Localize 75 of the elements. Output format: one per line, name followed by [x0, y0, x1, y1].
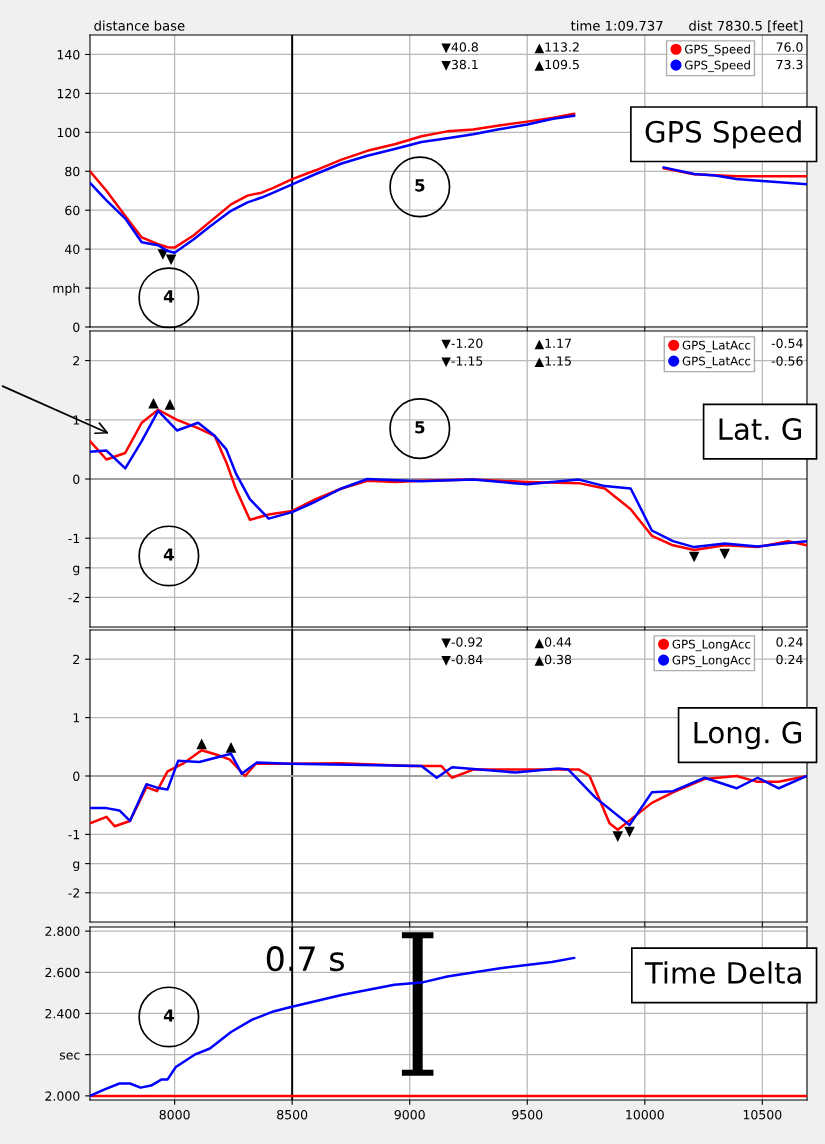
- y-tick-label: g: [73, 861, 80, 871]
- annotation: -0.56: [771, 356, 803, 366]
- legend-label: GPS_LatAcc: [682, 356, 751, 369]
- y-tick-label: mph: [53, 283, 80, 296]
- y-tick-label: -2: [68, 888, 80, 898]
- annotation: ▼40.8: [441, 42, 478, 54]
- legend-label: GPS_LongAcc: [672, 655, 751, 668]
- annotation: ▲0.44: [534, 637, 572, 649]
- annotation: ▲: [164, 399, 176, 410]
- legend-label: GPS_Speed: [684, 60, 750, 73]
- text: time 1:09.737: [570, 20, 663, 31]
- y-tick-label: 80: [65, 166, 80, 177]
- annotation: ▼-1.20: [441, 338, 483, 350]
- annotation: Long. G: [694, 721, 802, 750]
- annotation: 4: [163, 1009, 174, 1022]
- legend-label: GPS_Speed: [684, 44, 750, 57]
- annotation: ▼: [165, 254, 177, 266]
- y-tick-label: 2: [73, 356, 80, 366]
- x-tick-label: 8500: [277, 1109, 308, 1120]
- annotation: ▼: [719, 548, 731, 560]
- annotation: 76.0: [776, 42, 803, 52]
- annotation: ▼-1.15: [441, 356, 483, 368]
- legend-label: GPS_LatAcc: [682, 340, 751, 353]
- annotation: GPS Speed: [645, 120, 801, 149]
- y-tick-label: 2.000: [45, 1091, 80, 1101]
- annotation: ▼: [624, 826, 635, 838]
- annotation: ▲109.5: [534, 59, 579, 71]
- x-tick-label: 8000: [159, 1109, 190, 1120]
- annotation: ▲: [148, 397, 159, 409]
- y-tick-label: -2: [68, 592, 80, 603]
- annotation: 5: [415, 421, 425, 434]
- x-tick-label: 10000: [626, 1109, 664, 1120]
- annotation: ▼-0.92: [441, 637, 483, 649]
- y-tick-label: 2.600: [45, 967, 80, 978]
- y-tick-label: 2: [73, 654, 80, 664]
- annotation: ▼: [612, 831, 624, 842]
- x-tick-label: 9000: [394, 1109, 425, 1120]
- annotation: 0.24: [776, 654, 803, 665]
- y-tick-label: -1: [68, 533, 80, 543]
- y-tick-label: -1: [68, 830, 80, 840]
- y-tick-label: sec: [59, 1052, 80, 1060]
- y-tick-label: 40: [64, 244, 80, 255]
- y-tick-label: g: [73, 565, 80, 576]
- annotation: -0.54: [771, 338, 803, 348]
- y-tick-label: 100: [57, 127, 80, 138]
- annotation: ▲: [225, 741, 237, 753]
- x-tick-label: 10500: [743, 1109, 782, 1120]
- annotation: ▼: [688, 551, 700, 563]
- text: distance base: [94, 20, 185, 31]
- annotation: 73.3: [776, 59, 803, 70]
- annotation: 0.24: [776, 637, 803, 647]
- x-tick-label: 9500: [512, 1109, 543, 1120]
- text: dist 7830.5 [feet]: [689, 20, 803, 33]
- annotation: ▲0.38: [534, 654, 572, 666]
- y-tick-label: 0: [73, 474, 80, 484]
- y-tick-label: 0: [73, 322, 80, 332]
- annotation: 4: [163, 290, 174, 303]
- annotation: ▲: [196, 738, 207, 750]
- y-tick-label: 2.400: [45, 1008, 80, 1019]
- y-tick-label: 1: [73, 713, 80, 723]
- y-tick-label: 0: [73, 771, 80, 781]
- annotation: ▲113.2: [534, 42, 579, 54]
- legend-label: GPS_LongAcc: [672, 639, 751, 652]
- y-tick-label: 120: [57, 88, 80, 99]
- annotation: 4: [163, 548, 174, 561]
- y-tick-label: 2.800: [45, 926, 80, 937]
- annotation: ▼-0.84: [441, 654, 483, 666]
- annotation: 5: [415, 179, 425, 192]
- y-tick-label: 140: [57, 49, 80, 60]
- annotation: ▲1.15: [534, 356, 571, 368]
- annotation: Lat. G: [719, 418, 802, 441]
- annotation: Time Delta: [644, 961, 801, 984]
- annotation: ▼38.1: [441, 59, 478, 71]
- y-tick-label: 60: [65, 205, 80, 216]
- annotation: ▲1.17: [534, 338, 571, 350]
